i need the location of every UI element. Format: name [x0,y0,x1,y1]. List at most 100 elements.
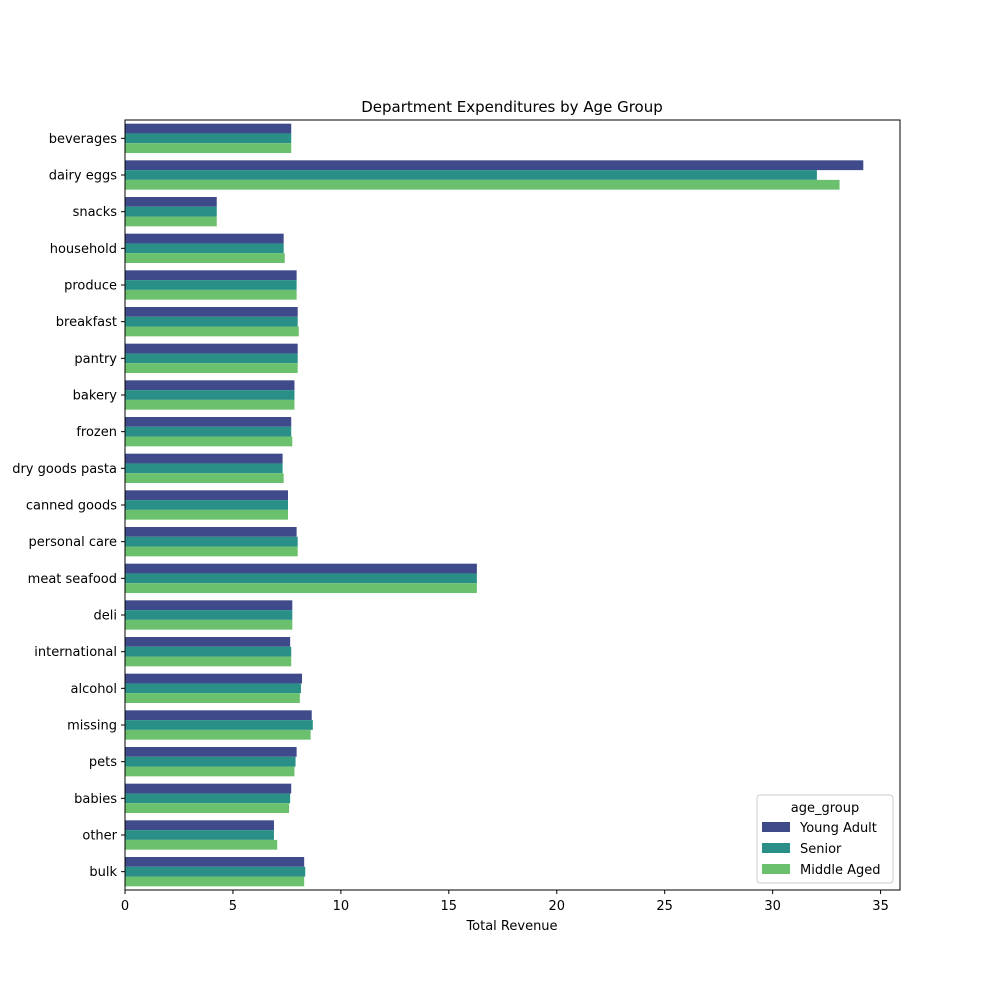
bar-frozen-young-adult [125,417,292,427]
y-axis: beverages dairy eggs snacks household produc… [12,132,125,880]
bar-dairy-eggs-senior [125,170,817,180]
bar-pantry-middle-aged [125,363,298,373]
legend-label-senior: Senior [800,842,842,857]
bar-deli-senior [125,610,293,620]
x-axis: 0 5 10 15 20 25 30 35 [121,890,889,914]
bar-household-senior [125,243,284,254]
bar-snacks-young-adult [125,197,217,207]
bar-international-senior [125,646,292,657]
y-tick-label: pantry [74,352,117,367]
legend-swatch-senior [762,843,790,853]
bar-babies-senior [125,793,291,804]
bar-canned-goods-young-adult [125,490,288,501]
bars-layer [125,123,864,887]
bar-dairy-eggs-middle-aged [125,179,840,190]
bar-alcohol-middle-aged [125,693,300,703]
y-tick-label: international [34,645,117,660]
bar-dry-goods-pasta-young-adult [125,453,283,464]
y-tick-label: bulk [89,865,117,880]
bar-bulk-senior [125,866,306,877]
legend: age_group Young Adult Senior Middle Aged [756,794,894,884]
y-tick-label: alcohol [71,682,117,697]
y-tick-label: beverages [49,132,118,147]
bar-bakery-middle-aged [125,399,295,410]
bar-frozen-senior [125,426,292,437]
y-tick-label: pets [89,755,117,770]
x-tick-label: 15 [441,899,458,914]
x-tick-label: 0 [121,899,129,914]
bar-household-middle-aged [125,253,285,263]
bar-produce-senior [125,280,297,290]
bar-bulk-young-adult [125,857,305,867]
y-tick-label: dairy eggs [49,169,118,184]
bar-snacks-middle-aged [125,216,217,227]
bar-personal-care-senior [125,536,298,547]
bar-bakery-senior [125,390,295,400]
bar-personal-care-young-adult [125,527,297,537]
bar-canned-goods-middle-aged [125,509,288,520]
bar-other-young-adult [125,820,274,831]
bar-frozen-middle-aged [125,436,293,447]
x-tick-label: 35 [872,899,889,914]
bar-alcohol-young-adult [125,673,303,684]
bar-babies-young-adult [125,783,292,794]
y-tick-label: babies [74,792,117,807]
bar-pantry-senior [125,353,298,364]
legend-label-young-adult: Young Adult [799,821,877,836]
bar-canned-goods-senior [125,500,288,510]
bar-beverages-middle-aged [125,143,292,153]
bar-pets-middle-aged [125,766,295,777]
y-tick-label: other [82,829,117,844]
bar-deli-middle-aged [125,619,293,630]
legend-swatch-middle-aged [762,864,790,874]
y-tick-label: deli [94,609,117,624]
bar-other-senior [125,830,274,840]
bar-personal-care-middle-aged [125,546,298,557]
y-tick-label: meat seafood [28,572,117,587]
bar-produce-young-adult [125,270,297,281]
bar-beverages-young-adult [125,123,292,134]
bar-dry-goods-pasta-senior [125,463,283,474]
bar-dry-goods-pasta-middle-aged [125,473,284,483]
x-tick-label: 25 [656,899,673,914]
bar-pantry-young-adult [125,343,298,354]
y-tick-label: snacks [73,205,118,220]
y-tick-label: household [50,242,117,257]
legend-label-middle-aged: Middle Aged [800,863,880,878]
bar-breakfast-senior [125,316,298,327]
x-tick-label: 10 [333,899,350,914]
y-tick-label: bakery [73,389,118,404]
y-tick-label: dry goods pasta [12,462,117,477]
bar-alcohol-senior [125,683,301,694]
bar-pets-young-adult [125,747,297,757]
x-tick-label: 30 [764,899,781,914]
legend-box [756,794,894,884]
bar-deli-young-adult [125,600,293,611]
x-tick-label: 5 [229,899,237,914]
bar-breakfast-middle-aged [125,326,299,337]
y-tick-label: frozen [76,425,117,440]
bar-household-young-adult [125,233,284,244]
y-tick-label: produce [64,279,117,294]
chart-title: Department Expenditures by Age Group [361,98,663,116]
y-tick-label: canned goods [26,499,117,514]
bar-snacks-senior [125,206,217,217]
bar-dairy-eggs-young-adult [125,160,864,171]
bar-bakery-young-adult [125,380,295,391]
bar-international-middle-aged [125,656,292,667]
bar-pets-senior [125,756,296,767]
legend-title: age_group [791,801,859,816]
x-tick-label: 20 [548,899,565,914]
bar-meat-seafood-young-adult [125,563,477,574]
y-tick-label: personal care [29,535,117,550]
bar-missing-senior [125,720,313,730]
bar-other-middle-aged [125,839,278,850]
plot-frame [124,119,901,891]
y-tick-label: breakfast [56,315,117,330]
bar-meat-seafood-middle-aged [125,583,477,593]
bar-breakfast-young-adult [125,307,298,317]
bar-bulk-middle-aged [125,876,305,887]
legend-swatch-young-adult [762,822,790,832]
bar-international-young-adult [125,637,291,647]
